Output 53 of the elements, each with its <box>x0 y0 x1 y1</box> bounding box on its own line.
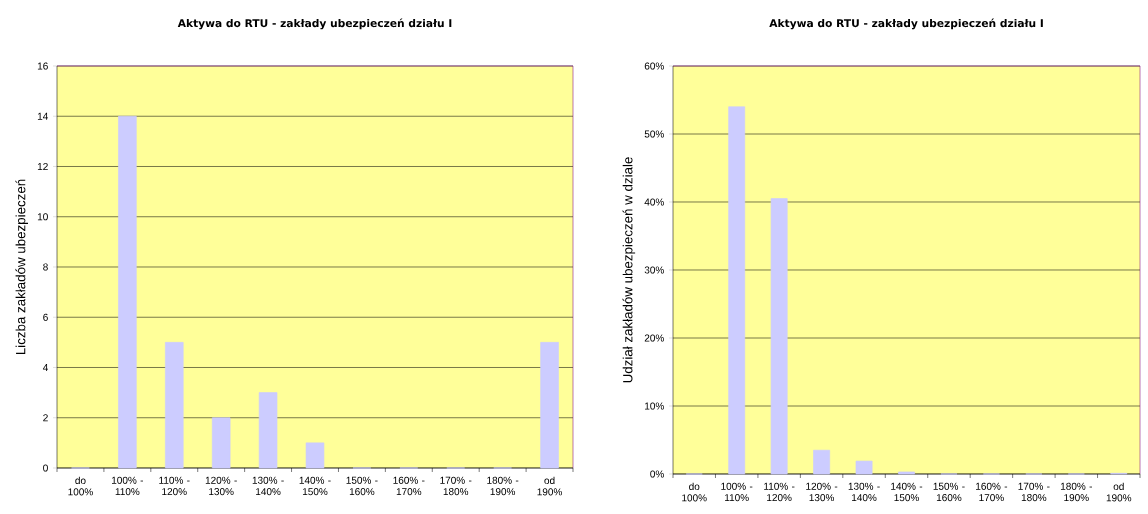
bar <box>898 471 915 475</box>
y-tick-label: 2 <box>43 414 48 422</box>
y-axis-title: Udział zakładów ubezpieczeń w dziale <box>622 157 636 383</box>
x-tick-label: 100% - 110% <box>112 476 144 496</box>
y-tick-label: 40% <box>644 198 664 206</box>
x-tick-label: 150% - 160% <box>346 476 378 496</box>
bar <box>305 442 325 469</box>
x-tick-label: 130% - 140% <box>848 482 880 502</box>
bar <box>258 392 278 469</box>
bar <box>165 342 184 469</box>
y-tick-label: 60% <box>644 62 664 70</box>
x-tick-label: 150% - 160% <box>933 482 965 502</box>
x-tick-label: do 100% <box>682 482 707 502</box>
y-tick-label: 4 <box>42 364 48 371</box>
x-tick-label: 120% - 130% <box>806 482 838 502</box>
x-tick-label: 180% - 190% <box>487 476 519 496</box>
x-tick-label: 160% - 170% <box>976 482 1008 502</box>
y-tick-label: 10% <box>645 402 664 410</box>
y-tick-label: 20% <box>644 334 664 342</box>
x-tick-label: 140% - 150% <box>299 476 331 496</box>
bar <box>770 198 788 475</box>
y-tick-label: 6 <box>43 313 48 321</box>
x-tick-label: 130% - 140% <box>252 476 284 496</box>
x-tick-label: 170% - 180% <box>440 476 472 496</box>
y-tick-label: 10 <box>37 213 48 221</box>
x-tick-label: 140% - 150% <box>891 482 923 502</box>
bar <box>118 115 137 469</box>
x-tick-label: od 190% <box>1106 482 1132 502</box>
bar <box>813 449 831 475</box>
x-tick-label: 160% - 170% <box>393 476 425 496</box>
y-tick-label: 50% <box>644 130 664 138</box>
y-tick-label: 30% <box>644 266 664 274</box>
y-axis-title: Liczba zakładów ubezpieczeń <box>15 179 29 355</box>
bar <box>728 106 746 475</box>
x-tick-label: 170% - 180% <box>1018 482 1050 502</box>
y-tick-label: 0% <box>650 470 664 478</box>
x-tick-label: 110% - 120% <box>159 476 190 496</box>
x-tick-label: 100% - 110% <box>721 482 753 502</box>
x-tick-label: 120% - 130% <box>205 476 237 496</box>
chart-title: Aktywa do RTU - zakłady ubezpieczeń działu I <box>177 18 452 30</box>
x-tick-label: 110% - 120% <box>764 482 795 502</box>
bar <box>540 342 559 469</box>
y-tick-label: 16 <box>37 62 48 70</box>
y-tick-label: 0 <box>43 464 48 472</box>
x-tick-label: od 190% <box>537 476 562 496</box>
bar <box>211 417 231 469</box>
y-tick-label: 12 <box>37 163 48 170</box>
bar <box>855 460 873 475</box>
chart-title: Aktywa do RTU - zakłady ubezpieczeń działu I <box>769 18 1043 30</box>
y-tick-label: 8 <box>43 263 48 271</box>
x-tick-label: do 100% <box>68 476 93 496</box>
x-tick-label: 180% - 190% <box>1060 482 1092 502</box>
y-tick-label: 14 <box>37 112 48 120</box>
